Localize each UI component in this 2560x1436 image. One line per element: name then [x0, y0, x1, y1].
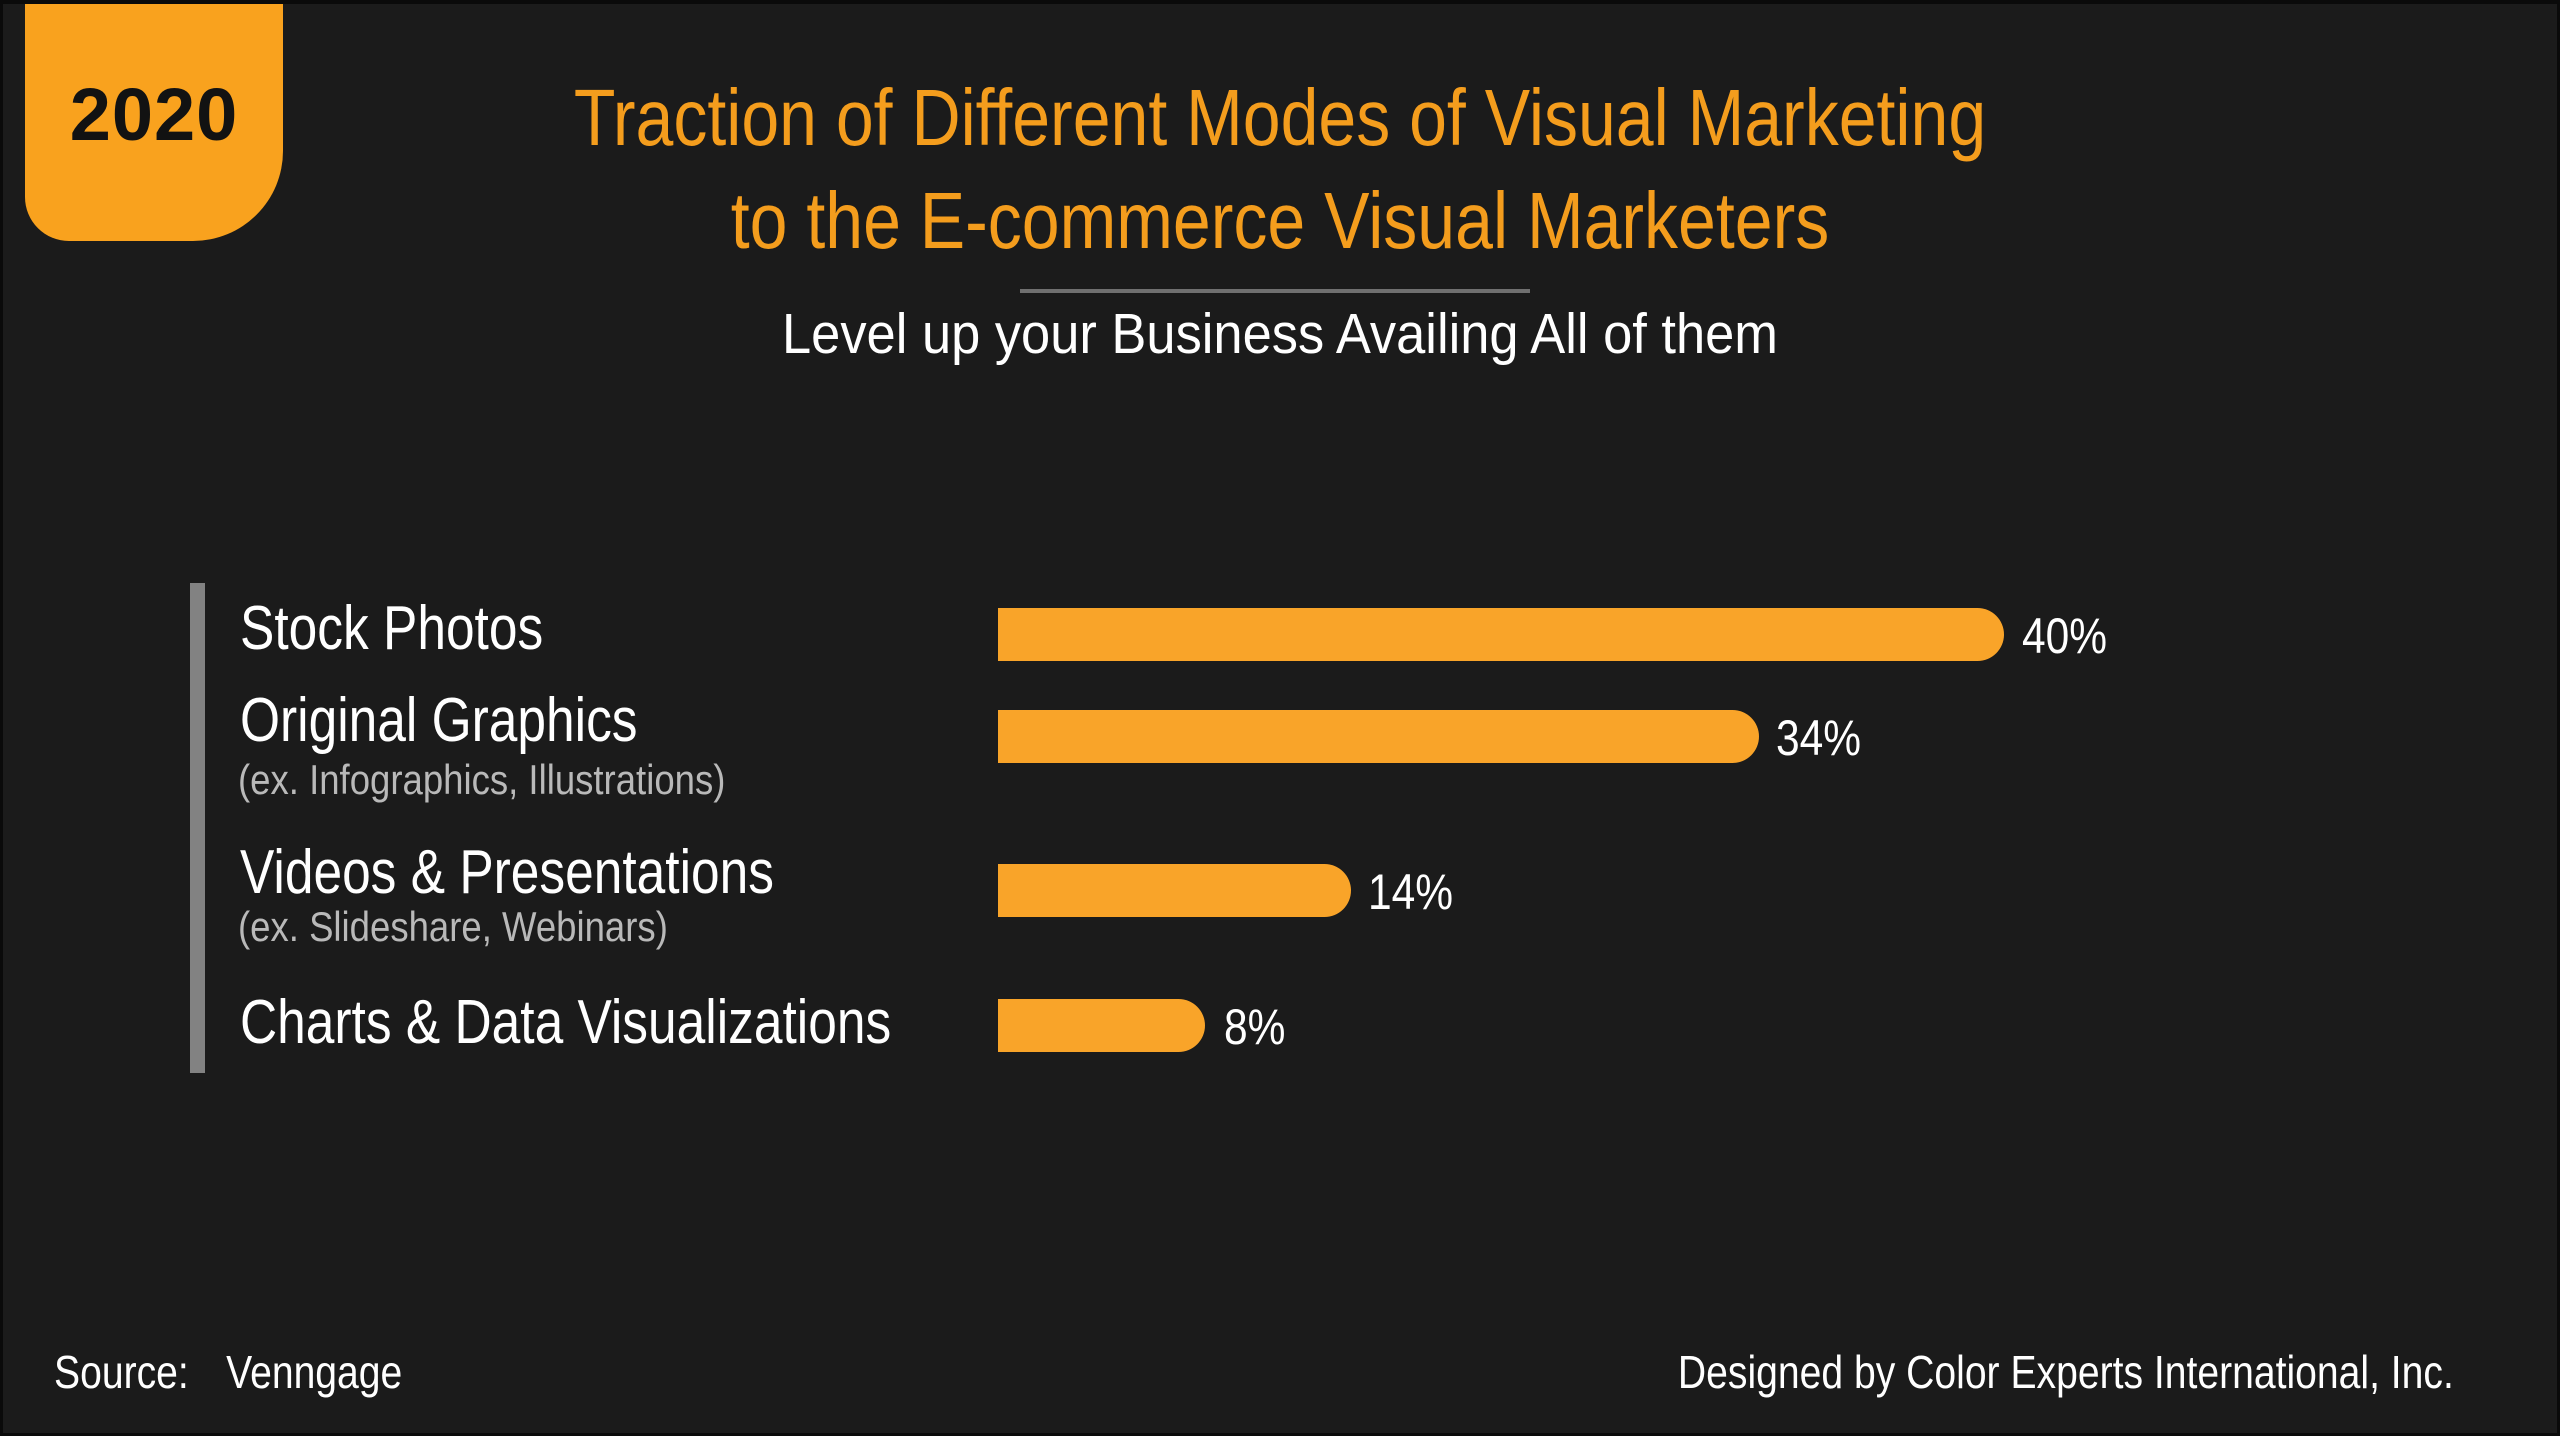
category-label-charts-data-viz: Charts & Data Visualizations	[240, 988, 892, 1057]
category-label-original-graphics: Original Graphics	[240, 686, 638, 755]
year-badge-label: 2020	[69, 73, 239, 156]
value-label-videos-presentations: 14%	[1368, 864, 1454, 920]
year-badge: 2020	[25, 4, 283, 241]
source-line: Source: Venngage	[54, 1346, 402, 1398]
value-label-original-graphics: 34%	[1776, 710, 1862, 766]
page-title: Traction of Different Modes of Visual Ma…	[192, 66, 2368, 272]
page-subtitle: Level up your Business Availing All of t…	[782, 302, 1778, 366]
category-label-videos-presentations: Videos & Presentations	[240, 838, 775, 907]
credit-line: Designed by Color Experts International,…	[1678, 1346, 2454, 1398]
source-label: Source:	[54, 1346, 189, 1398]
category-sublabel-original-graphics: (ex. Infographics, Illustrations)	[238, 756, 726, 803]
category-axis-line	[190, 583, 205, 1073]
bar-original-graphics	[998, 710, 1759, 763]
category-label-stock-photos: Stock Photos	[240, 594, 544, 663]
bar-stock-photos	[998, 608, 2004, 661]
category-sublabel-videos-presentations: (ex. Slideshare, Webinars)	[238, 903, 668, 950]
value-label-charts-data-viz: 8%	[1224, 999, 1286, 1055]
title-divider	[1020, 289, 1530, 293]
bar-charts-data-viz	[998, 999, 1205, 1052]
page-title-line1: Traction of Different Modes of Visual Ma…	[573, 73, 1987, 162]
value-label-stock-photos: 40%	[2022, 608, 2108, 664]
page-title-line2: to the E-commerce Visual Marketers	[730, 176, 1830, 265]
source-value: Venngage	[226, 1346, 403, 1398]
bar-videos-presentations	[998, 864, 1351, 917]
